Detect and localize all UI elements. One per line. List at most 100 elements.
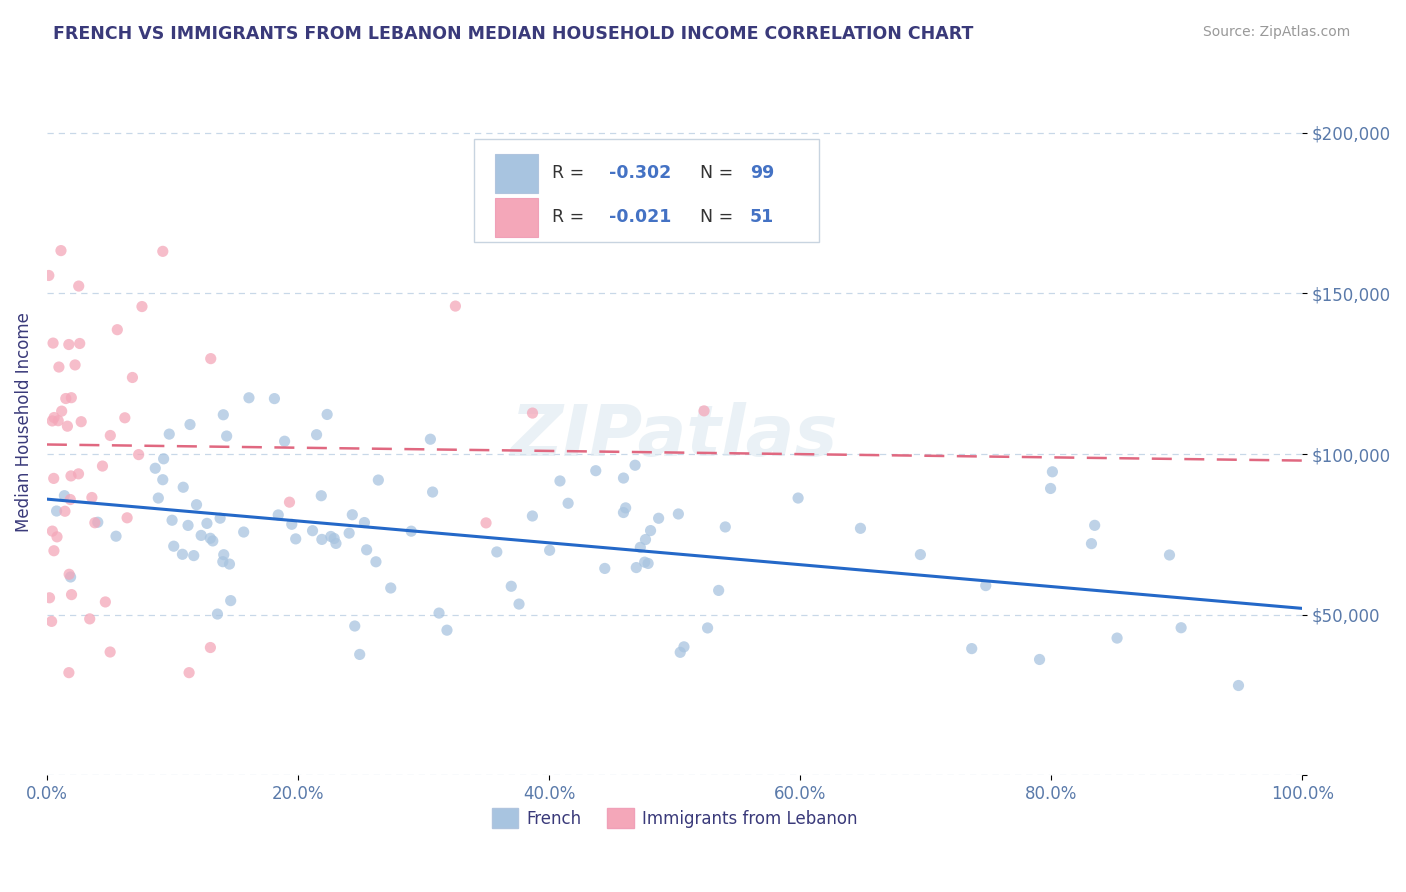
Point (640, 524, 662, 538)
Point (58, 567, 80, 582)
Point (56, 419, 79, 434)
Point (349, 648, 371, 662)
Point (787, 491, 810, 505)
Point (38, 268, 60, 283)
Point (218, 557, 240, 571)
Point (364, 555, 387, 569)
Point (343, 619, 366, 633)
Point (51, 404, 73, 418)
Point (55, 392, 77, 406)
Point (475, 516, 498, 530)
Point (508, 597, 530, 611)
Point (628, 541, 651, 555)
FancyBboxPatch shape (474, 139, 818, 242)
Point (1170, 621, 1192, 635)
Point (200, 640, 222, 655)
Y-axis label: Median Household Income: Median Household Income (15, 312, 32, 532)
Point (42, 336, 65, 351)
Point (58, 337, 80, 351)
Point (105, 529, 128, 543)
Point (612, 471, 634, 485)
Point (41, 615, 63, 629)
Point (637, 557, 659, 571)
Text: R =: R = (551, 164, 589, 182)
Point (215, 429, 238, 443)
Text: N =: N = (700, 208, 738, 227)
Point (91, 458, 114, 473)
Point (177, 665, 200, 680)
Point (273, 434, 295, 449)
Point (1039, 482, 1062, 496)
Point (59, 492, 82, 507)
Point (60, 588, 83, 602)
Point (634, 555, 657, 569)
Point (323, 532, 346, 546)
Text: 99: 99 (749, 164, 775, 182)
Text: -0.021: -0.021 (609, 208, 672, 227)
Point (422, 485, 444, 500)
Point (70, 415, 93, 429)
Point (666, 507, 689, 521)
Point (399, 524, 422, 539)
Point (212, 548, 235, 562)
Point (114, 410, 136, 425)
Point (53, 504, 76, 518)
Point (1107, 631, 1129, 645)
Point (42, 471, 65, 485)
Point (45, 504, 67, 518)
Point (209, 511, 232, 525)
Point (105, 323, 128, 337)
Point (152, 244, 174, 259)
Point (960, 641, 983, 656)
Point (69, 336, 91, 351)
Point (60, 391, 83, 405)
Point (152, 473, 174, 487)
Point (353, 516, 375, 530)
Point (186, 498, 208, 512)
Point (325, 536, 347, 550)
Point (98, 428, 121, 442)
Point (522, 406, 544, 420)
Point (48, 359, 70, 374)
Text: FRENCH VS IMMIGRANTS FROM LEBANON MEDIAN HOUSEHOLD INCOME CORRELATION CHART: FRENCH VS IMMIGRANTS FROM LEBANON MEDIAN… (53, 25, 974, 43)
Point (301, 524, 323, 538)
Text: -0.302: -0.302 (609, 164, 672, 182)
Point (41, 524, 63, 538)
Point (163, 539, 186, 553)
Point (148, 491, 170, 505)
Point (49, 244, 72, 258)
Text: R =: R = (551, 208, 589, 227)
Point (311, 489, 333, 503)
Point (94, 595, 117, 609)
Point (219, 593, 242, 607)
Point (41, 414, 63, 428)
Point (419, 432, 441, 446)
Point (548, 474, 571, 488)
Point (427, 606, 450, 620)
Point (1028, 652, 1050, 666)
Point (305, 427, 328, 442)
Point (128, 448, 150, 462)
Point (152, 451, 174, 466)
Point (436, 623, 458, 637)
Point (319, 529, 342, 543)
Point (669, 645, 692, 659)
Point (58, 665, 80, 680)
Point (157, 427, 180, 442)
Point (626, 560, 648, 574)
Point (1042, 465, 1064, 479)
Point (557, 496, 579, 510)
Point (1159, 548, 1181, 562)
Point (593, 561, 616, 575)
Point (212, 408, 235, 422)
Point (585, 464, 607, 478)
Point (281, 517, 304, 532)
Point (131, 300, 153, 314)
Point (67, 279, 90, 293)
Point (311, 533, 333, 547)
Point (190, 528, 212, 542)
Text: N =: N = (700, 164, 738, 182)
Point (63, 358, 86, 372)
Point (696, 621, 718, 635)
Point (121, 370, 143, 384)
